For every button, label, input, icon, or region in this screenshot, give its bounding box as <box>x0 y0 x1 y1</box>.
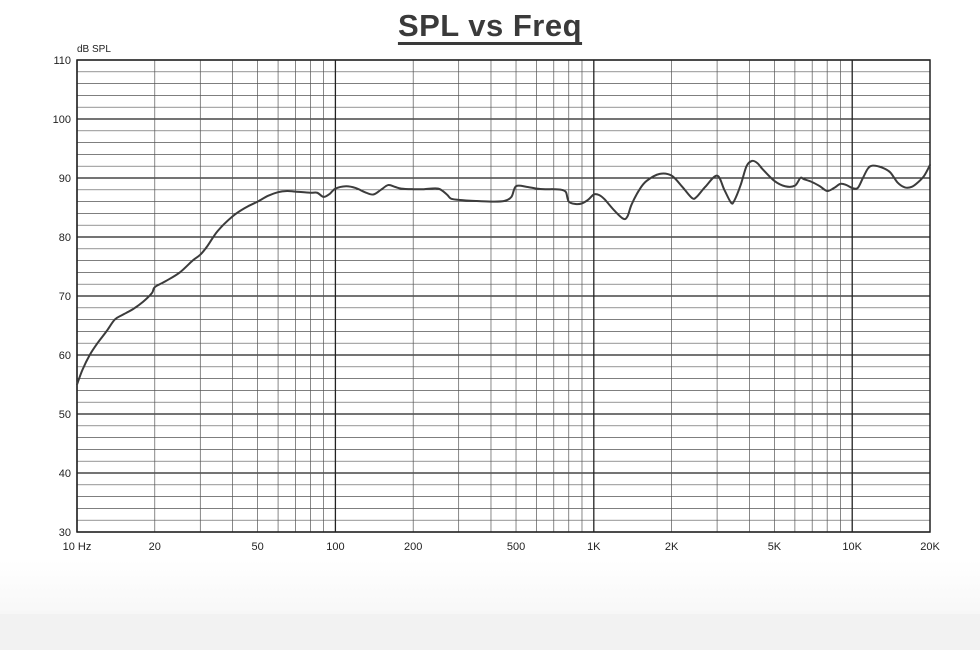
y-tick-label: 80 <box>59 232 71 244</box>
y-tick-label: 50 <box>59 409 71 421</box>
x-tick-label: 10K <box>842 541 862 553</box>
x-tick-label: 2K <box>665 541 679 553</box>
x-tick-label: 200 <box>404 541 422 553</box>
x-tick-label: 10 Hz <box>63 541 92 553</box>
footer-band <box>0 614 980 650</box>
y-tick-label: 60 <box>59 350 71 362</box>
y-tick-label: 30 <box>59 527 71 539</box>
chart-title: SPL vs Freq <box>397 8 583 43</box>
tick-labels: 10 Hz 20 50 100 200 500 1K 2K 5K 10K 20K 30 40 50 60 70… <box>53 55 941 553</box>
y-axis-label: dB SPL <box>77 44 111 55</box>
series-layer <box>76 159 931 386</box>
x-tick-label: 100 <box>326 541 344 553</box>
x-tick-label: 20K <box>920 541 940 553</box>
plot-border <box>76 59 931 533</box>
y-tick-label: 100 <box>53 114 71 126</box>
y-tick-label: 70 <box>59 291 71 303</box>
x-tick-label: 20 <box>149 541 161 553</box>
x-tick-label: 500 <box>507 541 525 553</box>
y-tick-label: 110 <box>53 55 71 67</box>
background-fade <box>0 560 980 614</box>
x-tick-label: 1K <box>587 541 601 553</box>
grid <box>76 59 931 533</box>
x-tick-label: 5K <box>768 541 782 553</box>
y-tick-label: 40 <box>59 468 71 480</box>
spl-response-line <box>76 159 931 386</box>
x-tick-label: 50 <box>251 541 263 553</box>
y-tick-label: 90 <box>59 173 71 185</box>
